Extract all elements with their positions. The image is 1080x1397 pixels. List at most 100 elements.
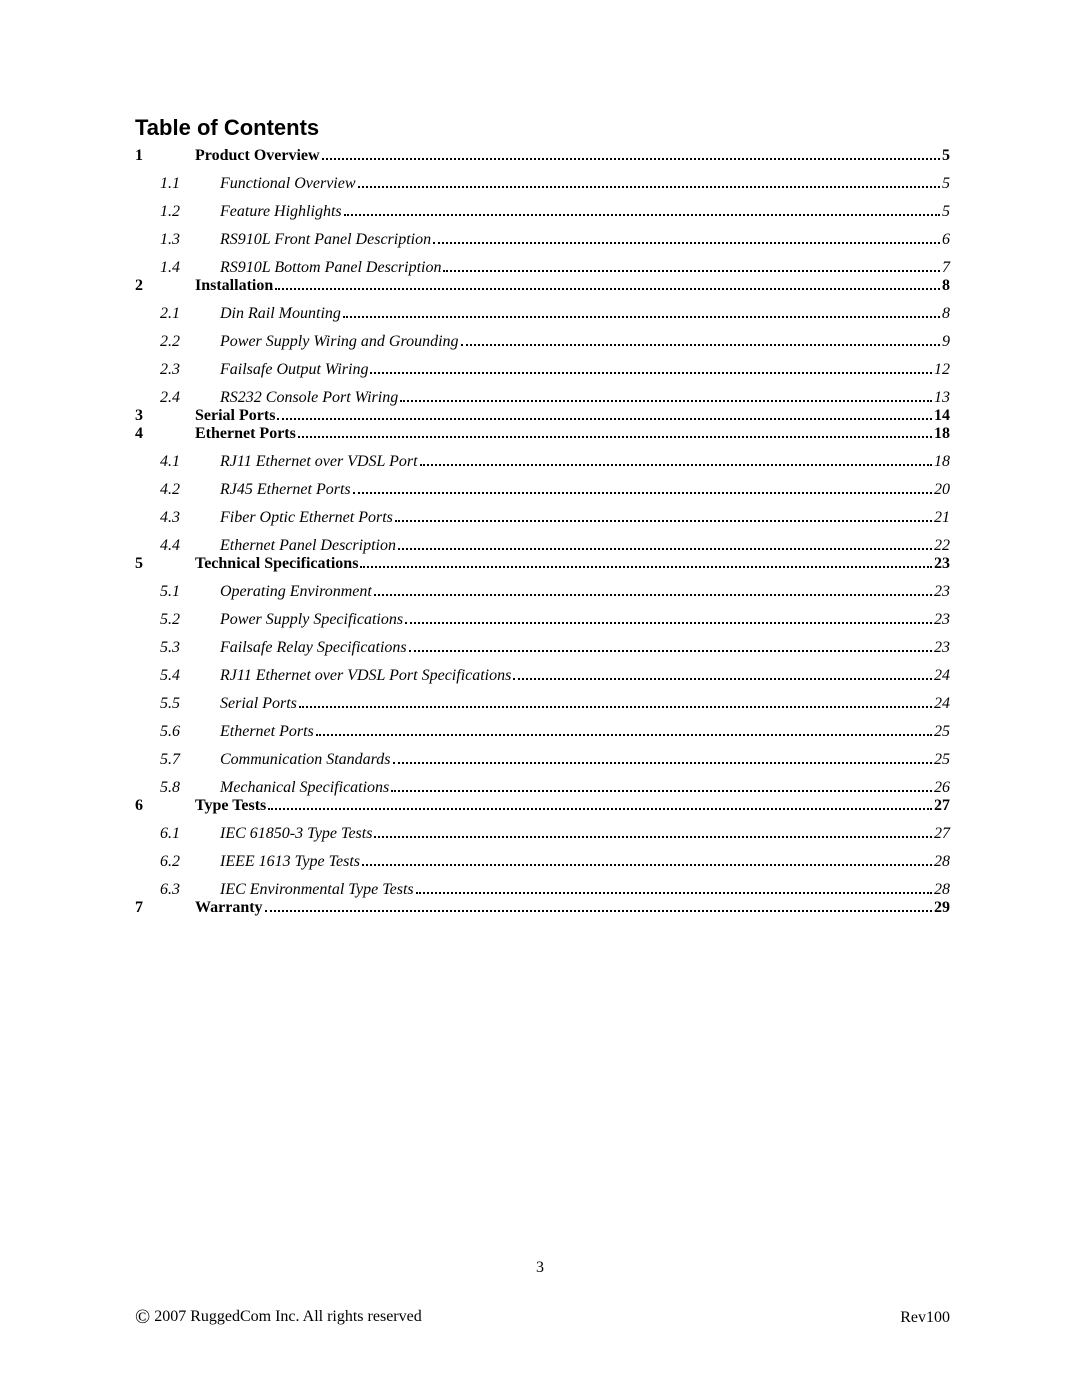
toc-entry-page: 27 — [934, 825, 950, 843]
toc-entry-number: 6.1 — [135, 825, 220, 843]
toc-subsection-entry: 4.4Ethernet Panel Description22 — [135, 537, 950, 555]
toc-entry-page: 21 — [934, 509, 950, 527]
toc-entry-text: RJ11 Ethernet over VDSL Port — [220, 453, 418, 471]
toc-subsection-entry: 1.3RS910L Front Panel Description 6 — [135, 231, 950, 249]
toc-entry-page: 28 — [934, 881, 950, 899]
toc-entry-page: 26 — [934, 779, 950, 797]
toc-entry-number: 4.3 — [135, 509, 220, 527]
toc-entry-text: RS910L Front Panel Description — [220, 231, 431, 249]
toc-entry-page: 22 — [934, 537, 950, 555]
toc-subsection-entry: 2.1Din Rail Mounting8 — [135, 305, 950, 323]
toc-entry-page: 23 — [934, 611, 950, 629]
toc-entry-number: 1.3 — [135, 231, 220, 249]
toc-entry-number: 1.1 — [135, 175, 220, 193]
toc-entry-number: 4 — [135, 425, 195, 443]
toc-subsection-entry: 4.2RJ45 Ethernet Ports20 — [135, 481, 950, 499]
toc-entry-page: 28 — [934, 853, 950, 871]
toc-entry-number: 5.7 — [135, 751, 220, 769]
toc-entry-number: 3 — [135, 407, 195, 425]
toc-entry-text: Serial Ports — [220, 695, 297, 713]
toc-entry-number: 5.1 — [135, 583, 220, 601]
toc-entry-page: 24 — [934, 695, 950, 713]
toc-leader-dots — [433, 242, 940, 244]
toc-entry-page: 5 — [942, 203, 950, 221]
toc-leader-dots — [268, 808, 932, 810]
toc-entry-text: Power Supply Specifications — [220, 611, 403, 629]
toc-entry-page: 23 — [934, 555, 950, 573]
copyright-label: 2007 RuggedCom Inc. All rights reserved — [154, 1308, 422, 1325]
toc-section-entry: 6Type Tests27 — [135, 797, 950, 815]
toc-entry-number: 5.5 — [135, 695, 220, 713]
toc-leader-dots — [416, 892, 932, 894]
toc-entry-text: Fiber Optic Ethernet Ports — [220, 509, 393, 527]
toc-section-entry: 2Installation8 — [135, 277, 950, 295]
toc-entry-number: 2 — [135, 277, 195, 295]
toc-entry-page: 5 — [942, 147, 950, 165]
toc-entry-page: 23 — [934, 583, 950, 601]
toc-entry-page: 9 — [942, 333, 950, 351]
toc-entry-number: 4.4 — [135, 537, 220, 555]
toc-subsection-entry: 1.2Feature Highlights 5 — [135, 203, 950, 221]
toc-leader-dots — [409, 650, 932, 652]
toc-leader-dots — [391, 790, 932, 792]
toc-leader-dots — [461, 344, 940, 346]
toc-entry-number: 1.2 — [135, 203, 220, 221]
toc-subsection-entry: 5.7Communication Standards 25 — [135, 751, 950, 769]
copyright-text: © 2007 RuggedCom Inc. All rights reserve… — [135, 1306, 422, 1329]
toc-entry-page: 12 — [934, 361, 950, 379]
toc-entry-page: 18 — [934, 453, 950, 471]
toc-entry-number: 7 — [135, 899, 195, 917]
toc-subsection-entry: 2.4RS232 Console Port Wiring 13 — [135, 389, 950, 407]
toc-entry-text: Feature Highlights — [220, 203, 342, 221]
toc-entry-page: 25 — [934, 751, 950, 769]
toc-entry-text: RS910L Bottom Panel Description — [220, 259, 441, 277]
toc-entry-text: Ethernet Ports — [195, 425, 296, 443]
toc-leader-dots — [393, 762, 932, 764]
toc-leader-dots — [374, 836, 932, 838]
toc-subsection-entry: 2.3Failsafe Output Wiring12 — [135, 361, 950, 379]
toc-subsection-entry: 1.4RS910L Bottom Panel Description7 — [135, 259, 950, 277]
toc-entry-number: 5.4 — [135, 667, 220, 685]
toc-subsection-entry: 6.2IEEE 1613 Type Tests28 — [135, 853, 950, 871]
toc-entry-text: Warranty — [195, 899, 263, 917]
toc-entry-text: Mechanical Specifications — [220, 779, 389, 797]
toc-section-entry: 7Warranty29 — [135, 899, 950, 917]
toc-entry-text: IEC Environmental Type Tests — [220, 881, 414, 899]
page-number: 3 — [536, 1259, 544, 1277]
toc-entry-page: 20 — [934, 481, 950, 499]
toc-leader-dots — [513, 678, 932, 680]
toc-leader-dots — [398, 548, 932, 550]
toc-entry-page: 27 — [934, 797, 950, 815]
toc-leader-dots — [443, 270, 940, 272]
toc-entry-page: 14 — [934, 407, 950, 425]
toc-entry-text: Product Overview — [195, 147, 320, 165]
toc-leader-dots — [343, 316, 940, 318]
toc-entry-number: 2.1 — [135, 305, 220, 323]
toc-entry-number: 6 — [135, 797, 195, 815]
toc-leader-dots — [322, 158, 940, 160]
toc-subsection-entry: 5.4RJ11 Ethernet over VDSL Port Specific… — [135, 667, 950, 685]
toc-entry-number: 6.2 — [135, 853, 220, 871]
toc-entry-text: IEC 61850-3 Type Tests — [220, 825, 372, 843]
toc-entry-page: 6 — [942, 231, 950, 249]
toc-entry-number: 2.4 — [135, 389, 220, 407]
toc-subsection-entry: 1.1Functional Overview5 — [135, 175, 950, 193]
toc-leader-dots — [362, 864, 932, 866]
toc-subsection-entry: 4.3Fiber Optic Ethernet Ports 21 — [135, 509, 950, 527]
toc-subsection-entry: 6.1IEC 61850-3 Type Tests 27 — [135, 825, 950, 843]
toc-section-entry: 4Ethernet Ports18 — [135, 425, 950, 443]
toc-entry-text: Communication Standards — [220, 751, 391, 769]
toc-entry-number: 5.3 — [135, 639, 220, 657]
toc-leader-dots — [275, 288, 940, 290]
toc-entry-text: Ethernet Ports — [220, 723, 314, 741]
toc-entry-page: 13 — [934, 389, 950, 407]
toc-entry-number: 4.2 — [135, 481, 220, 499]
toc-entry-page: 7 — [942, 259, 950, 277]
toc-subsection-entry: 6.3IEC Environmental Type Tests28 — [135, 881, 950, 899]
toc-entry-page: 24 — [934, 667, 950, 685]
toc-leader-dots — [277, 418, 932, 420]
toc-entry-text: Technical Specifications — [195, 555, 358, 573]
toc-entry-text: RS232 Console Port Wiring — [220, 389, 398, 407]
toc-entry-number: 2.2 — [135, 333, 220, 351]
toc-leader-dots — [400, 400, 932, 402]
